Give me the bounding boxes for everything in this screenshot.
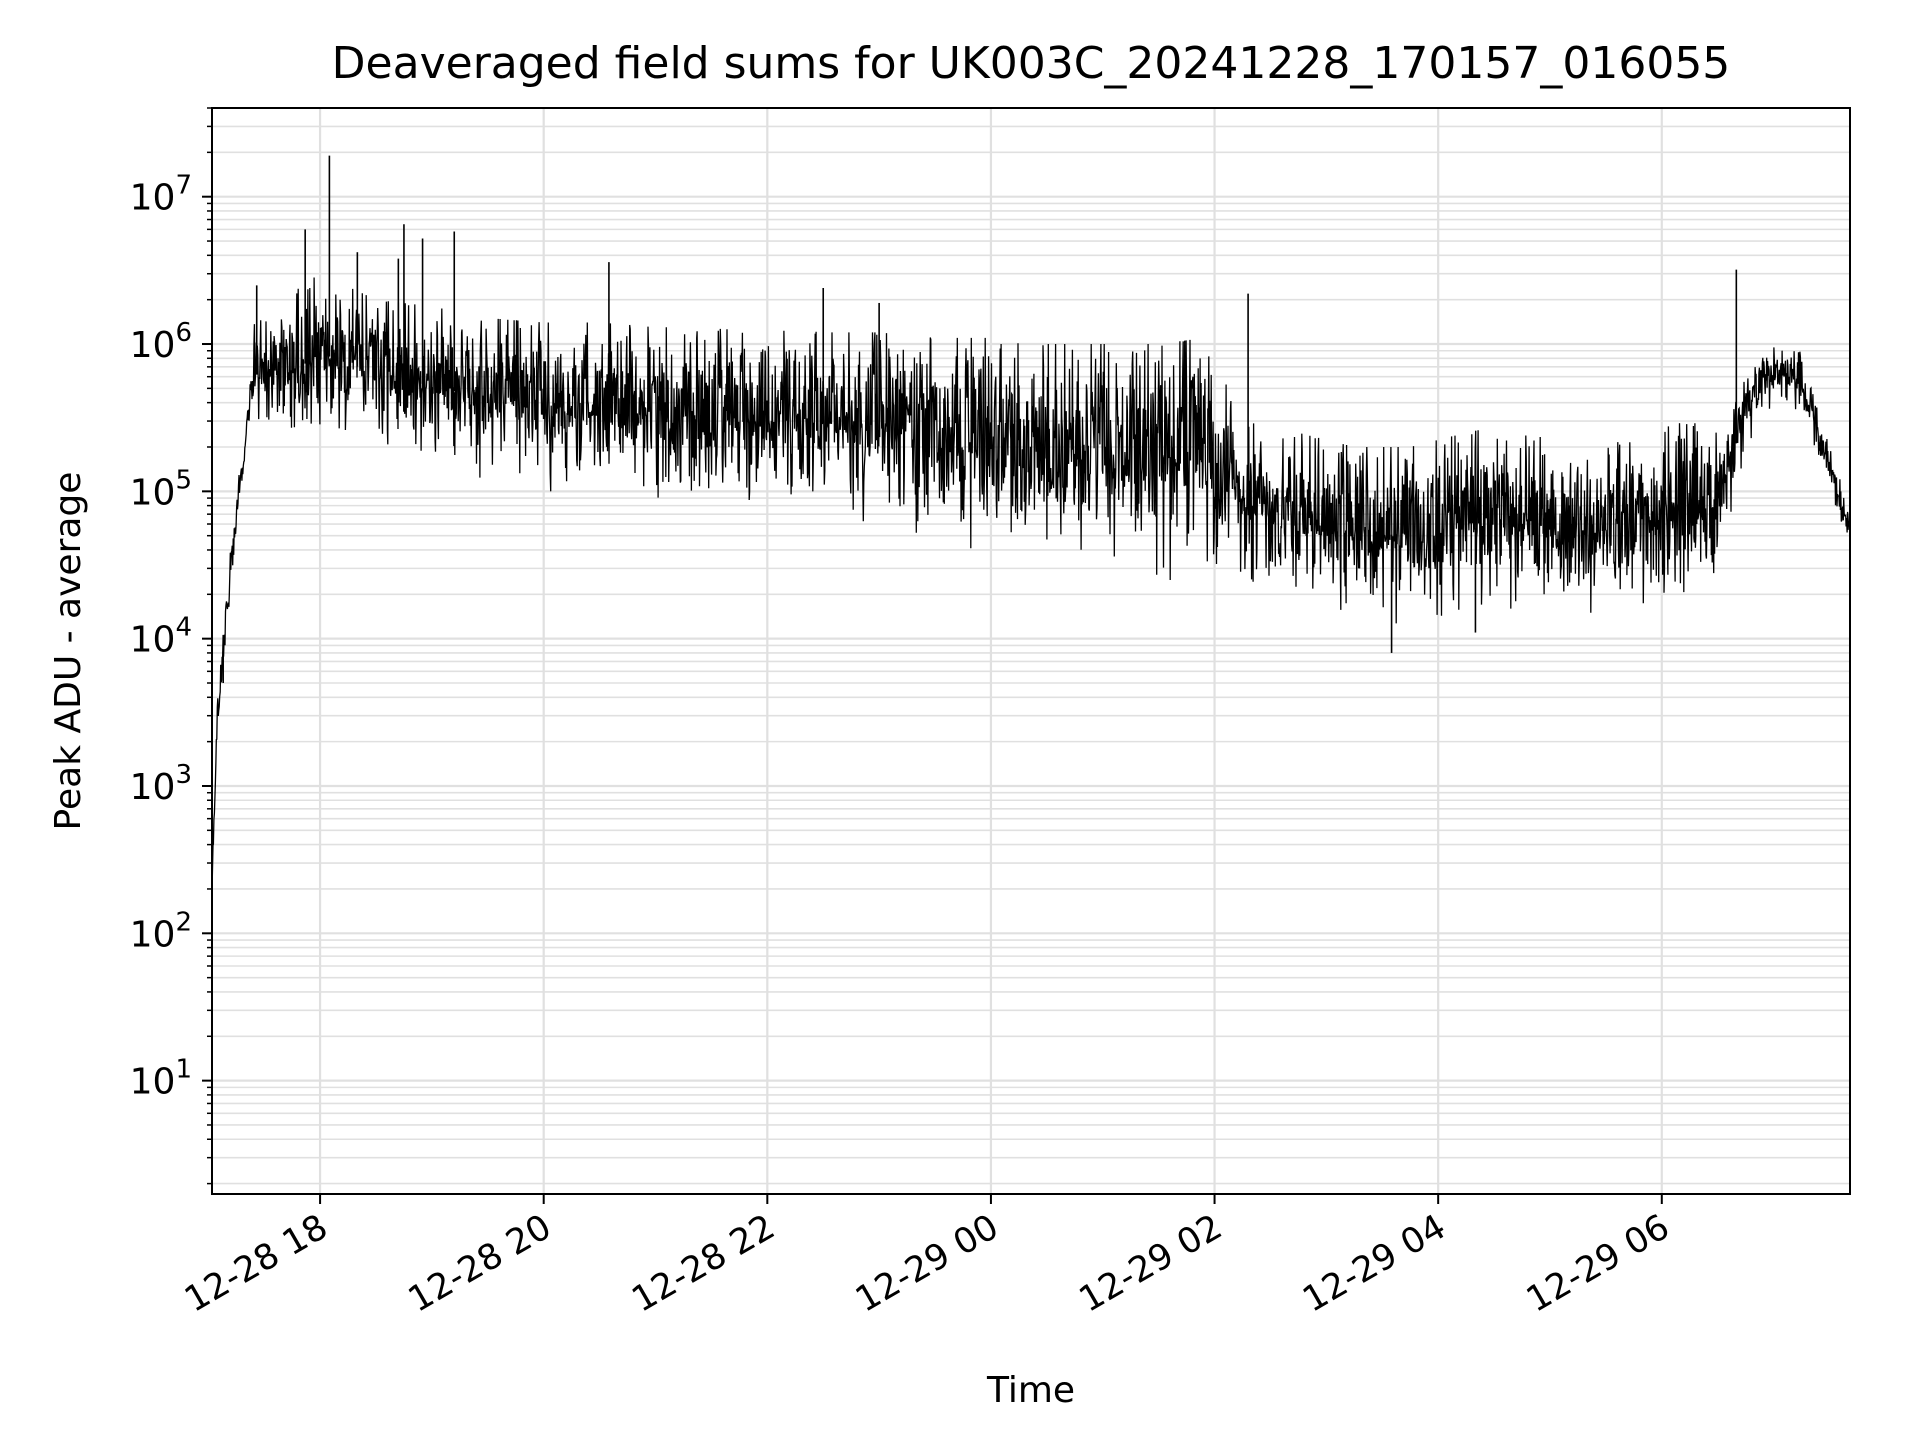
y-tick-label: 107 xyxy=(130,171,192,219)
y-tick-exponent: 2 xyxy=(175,907,192,937)
y-tick-exponent: 3 xyxy=(175,760,192,790)
y-tick-exponent: 5 xyxy=(175,465,192,495)
y-tick-label: 101 xyxy=(130,1055,192,1103)
x-axis-label: Time xyxy=(986,1370,1075,1411)
y-tick-exponent: 4 xyxy=(175,613,192,643)
y-tick-label: 103 xyxy=(130,760,192,808)
y-tick-base: 10 xyxy=(130,472,176,513)
y-axis-label: Peak ADU - average xyxy=(48,472,89,831)
grid-lines xyxy=(212,107,1850,1194)
y-tick-base: 10 xyxy=(130,914,176,955)
y-tick-exponent: 6 xyxy=(175,318,192,348)
y-tick-label: 104 xyxy=(130,613,192,661)
y-tick-label: 102 xyxy=(130,907,192,955)
y-tick-base: 10 xyxy=(130,178,176,219)
y-tick-label: 106 xyxy=(130,318,192,366)
y-tick-base: 10 xyxy=(130,325,176,366)
chart-title: Deaveraged field sums for UK003C_2024122… xyxy=(332,38,1731,89)
y-tick-base: 10 xyxy=(130,620,176,661)
data-series xyxy=(211,155,1851,893)
y-tick-base: 10 xyxy=(130,767,176,808)
series-line xyxy=(211,277,1851,893)
plot-frame xyxy=(211,107,1851,1195)
y-tick-exponent: 7 xyxy=(175,171,192,201)
y-tick-base: 10 xyxy=(130,1062,176,1103)
y-tick-label: 105 xyxy=(130,465,192,513)
y-tick-exponent: 1 xyxy=(175,1055,192,1085)
